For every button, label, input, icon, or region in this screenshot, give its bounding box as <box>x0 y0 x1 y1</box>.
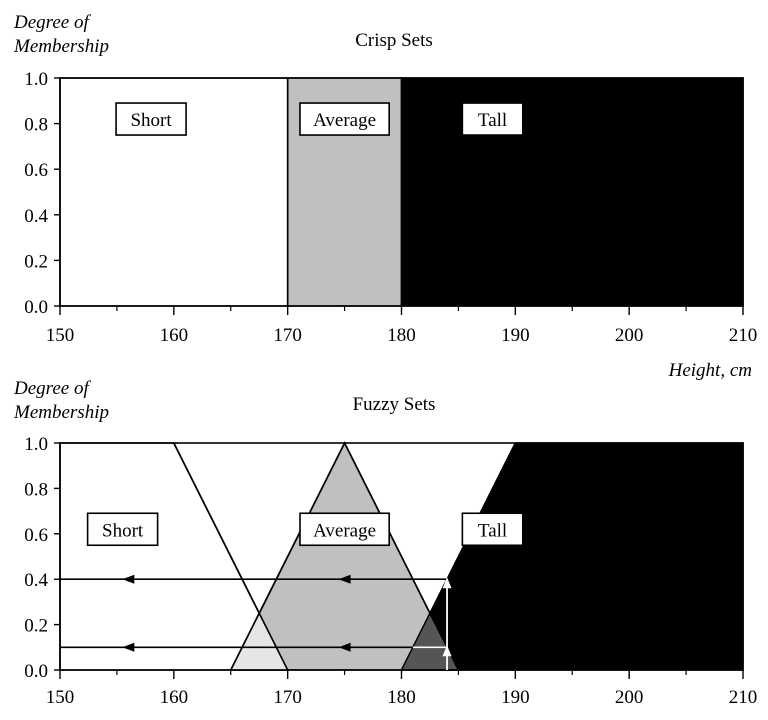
x-tick-label: 200 <box>615 325 644 346</box>
series-tall-area <box>400 442 744 671</box>
set-label-short: Short <box>102 520 144 541</box>
y-tick-label: 0.2 <box>24 251 48 272</box>
x-tick-label: 210 <box>729 687 758 708</box>
set-label-box-tall <box>461 102 524 136</box>
arrow-head-up <box>442 645 452 657</box>
set-label-box-average <box>299 512 390 547</box>
x-tick-label: 210 <box>729 325 758 346</box>
x-tick-label: 150 <box>46 325 75 346</box>
y-axis-label-line2: Membership <box>13 36 109 57</box>
y-tick-label: 0.0 <box>24 661 48 682</box>
set-label-box-short <box>86 512 159 547</box>
x-tick-label: 180 <box>387 687 416 708</box>
set-label-tall: Tall <box>478 110 507 131</box>
y-tick-label: 0.8 <box>24 479 48 500</box>
set-label-average: Average <box>313 520 376 541</box>
set-label-box-short <box>115 102 187 136</box>
x-tick-label: 190 <box>501 325 530 346</box>
arrow-head-left <box>338 574 351 584</box>
y-tick-label: 0.0 <box>24 297 48 318</box>
arrow-head-left <box>338 642 351 652</box>
set-label-tall: Tall <box>478 520 507 541</box>
x-tick-label: 170 <box>273 325 302 346</box>
y-tick-label: 0.8 <box>24 115 48 136</box>
y-axis-label-line1: Degree of <box>13 378 91 399</box>
y-axis-label-line1: Degree of <box>13 12 91 33</box>
y-tick-label: 0.4 <box>24 570 48 591</box>
chart-1 <box>54 77 744 315</box>
chart-2 <box>54 441 744 679</box>
set-label-box-average <box>299 102 390 136</box>
series-tall-area <box>400 77 744 307</box>
y-tick-label: 1.0 <box>24 69 48 90</box>
y-tick-label: 0.2 <box>24 616 48 637</box>
y-tick-label: 1.0 <box>24 434 48 455</box>
set-label-short: Short <box>130 110 172 131</box>
set-label-box-tall <box>461 512 524 547</box>
x-tick-label: 160 <box>160 325 189 346</box>
arrow-head-left <box>122 574 135 584</box>
x-tick-label: 170 <box>273 687 302 708</box>
x-axis-label: Height, cm <box>668 360 752 381</box>
arrow-head-up <box>442 577 452 589</box>
y-tick-label: 0.4 <box>24 206 48 227</box>
y-tick-label: 0.6 <box>24 160 48 181</box>
arrow-head-left <box>122 642 135 652</box>
x-tick-label: 200 <box>615 687 644 708</box>
y-tick-label: 0.6 <box>24 525 48 546</box>
x-tick-label: 150 <box>46 687 75 708</box>
chart-title: Crisp Sets <box>355 30 433 51</box>
y-axis-label-line2: Membership <box>13 402 109 423</box>
short-outline <box>173 442 289 671</box>
x-tick-label: 160 <box>160 687 189 708</box>
set-label-average: Average <box>313 110 376 131</box>
chart-title: Fuzzy Sets <box>353 394 436 415</box>
x-tick-label: 180 <box>387 325 416 346</box>
x-tick-label: 190 <box>501 687 530 708</box>
